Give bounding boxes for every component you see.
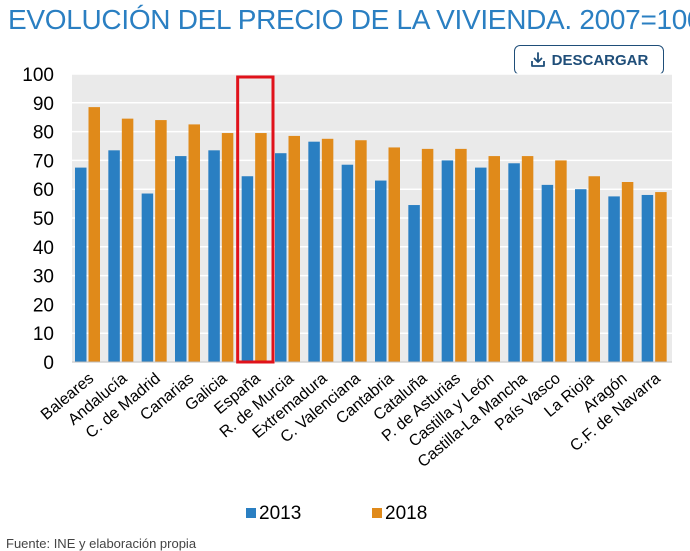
y-tick-label: 50: [33, 209, 54, 230]
legend-label-2018: 2018: [385, 503, 427, 524]
y-tick-label: 40: [33, 238, 54, 259]
bar-2018: [521, 156, 534, 362]
bar-2013: [175, 156, 187, 362]
bar-2018: [388, 147, 400, 362]
bar-2013: [575, 189, 587, 362]
bar-2013: [108, 150, 120, 362]
bar-2013: [308, 141, 320, 362]
bar-2013: [608, 196, 620, 362]
y-tick-label: 20: [33, 295, 54, 316]
bar-2018: [121, 118, 134, 362]
download-icon: [530, 52, 546, 68]
bar-2018: [221, 133, 234, 362]
bar-2018: [588, 176, 600, 362]
bar-2018: [355, 140, 367, 362]
highlight-box: [236, 75, 275, 364]
bar-2013: [475, 167, 487, 362]
chart-title: EVOLUCIÓN DEL PRECIO DE LA VIVIENDA. 200…: [8, 4, 690, 35]
bar-2018: [655, 192, 667, 362]
bar-2013: [408, 205, 420, 362]
y-tick-label: 0: [43, 353, 54, 374]
bar-2013: [141, 193, 154, 362]
bar-2018: [421, 148, 434, 362]
legend-swatch-2018: [372, 508, 382, 518]
bar-2018: [555, 160, 567, 362]
bar-2013: [508, 163, 520, 362]
bar-2018: [321, 138, 334, 362]
y-tick-label: 30: [33, 267, 54, 288]
bar-2018: [155, 120, 167, 362]
bar-2018: [255, 133, 267, 362]
y-tick-label: 90: [33, 94, 54, 115]
y-tick-label: 100: [22, 65, 54, 86]
legend-swatch-2013: [246, 508, 256, 518]
download-button[interactable]: DESCARGAR: [514, 45, 664, 75]
bar-2018: [455, 148, 467, 362]
bar-2013: [641, 194, 654, 362]
bar-2013: [541, 184, 554, 362]
bar-2013: [275, 153, 287, 362]
bar-2013: [341, 164, 354, 362]
y-tick-label: 60: [33, 180, 54, 201]
legend-label-2013: 2013: [259, 503, 301, 524]
bar-2018: [188, 124, 200, 363]
bar-2013: [441, 160, 454, 362]
download-label: DESCARGAR: [551, 51, 649, 69]
bar-2013: [375, 180, 387, 362]
source-note: Fuente: INE y elaboración propia: [6, 536, 197, 551]
y-tick-label: 10: [33, 324, 54, 345]
y-tick-label: 70: [33, 151, 54, 172]
bar-2013: [75, 167, 87, 362]
bar-2013: [241, 176, 254, 362]
bar-2013: [208, 150, 220, 362]
y-tick-label: 80: [33, 123, 54, 144]
bar-2018: [621, 182, 634, 362]
bar-2018: [488, 156, 500, 362]
bar-2018: [88, 107, 100, 363]
bar-2018: [288, 135, 300, 362]
